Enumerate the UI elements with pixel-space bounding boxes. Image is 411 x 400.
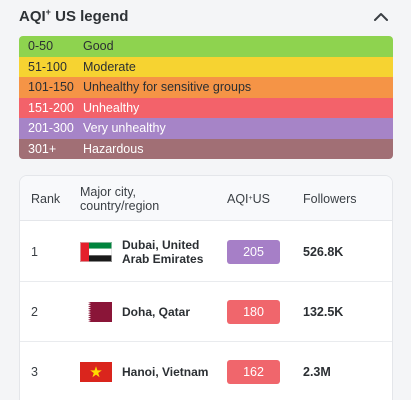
- legend-row-moderate: 51-100 Moderate: [19, 56, 393, 77]
- chevron-up-icon[interactable]: [370, 8, 392, 26]
- legend-header: AQI+ US legend: [0, 0, 411, 34]
- legend-label: Moderate: [83, 59, 136, 74]
- aqi-badge: 205: [227, 240, 280, 264]
- table-row[interactable]: 2 Doha, Qatar 180 132.5K: [20, 282, 392, 342]
- rank-cell: 2: [31, 305, 38, 319]
- vietnam-flag-icon: [80, 362, 112, 382]
- legend-row-unhealthy: 151-200 Unhealthy: [19, 97, 393, 118]
- followers-count: 526.8K: [303, 245, 344, 259]
- legend-row-very-unhealthy: 201-300 Very unhealthy: [19, 118, 393, 139]
- table-row[interactable]: 1 Dubai, United Arab Emirates 205 526.8K: [20, 222, 392, 282]
- city-ranking-table: Rank Major city, country/region AQI + US …: [19, 175, 393, 400]
- legend-label: Hazardous: [83, 141, 144, 156]
- city-link[interactable]: Dubai, United Arab Emirates: [122, 238, 204, 266]
- column-header-city: Major city, country/region: [80, 184, 160, 213]
- followers-count: 132.5K: [303, 305, 344, 319]
- city-link[interactable]: Doha, Qatar: [122, 305, 191, 319]
- aqi-legend: 0-50 Good 51-100 Moderate 101-150 Unheal…: [19, 36, 393, 159]
- legend-label: Good: [83, 39, 114, 54]
- followers-count: 2.3M: [303, 365, 331, 379]
- legend-range: 51-100: [28, 59, 67, 74]
- table-row[interactable]: 3 Hanoi, Vietnam 162 2.3M: [20, 342, 392, 400]
- rank-cell: 1: [31, 245, 38, 259]
- legend-range: 0-50: [28, 39, 54, 54]
- column-header-followers: Followers: [303, 191, 357, 206]
- aqi-badge: 180: [227, 300, 280, 324]
- legend-label: Very unhealthy: [83, 121, 166, 136]
- table-header: Rank Major city, country/region AQI + US …: [20, 176, 392, 221]
- column-header-aqi: AQI + US: [227, 191, 271, 206]
- aqi-badge: 162: [227, 360, 280, 384]
- legend-row-good: 0-50 Good: [19, 36, 393, 57]
- qatar-flag-icon: [80, 302, 112, 322]
- legend-range: 101-150: [28, 80, 74, 95]
- legend-range: 151-200: [28, 100, 74, 115]
- rank-cell: 3: [31, 365, 38, 379]
- legend-label: Unhealthy: [83, 100, 140, 115]
- legend-range: 201-300: [28, 121, 74, 136]
- uae-flag-icon: [80, 242, 112, 262]
- legend-label: Unhealthy for sensitive groups: [83, 80, 252, 95]
- legend-title: AQI+ US legend: [19, 7, 129, 26]
- column-header-rank: Rank: [31, 191, 61, 206]
- city-link[interactable]: Hanoi, Vietnam: [122, 365, 209, 379]
- legend-row-hazardous: 301+ Hazardous: [19, 138, 393, 159]
- legend-range: 301+: [28, 141, 57, 156]
- legend-row-unhealthy-sensitive: 101-150 Unhealthy for sensitive groups: [19, 77, 393, 98]
